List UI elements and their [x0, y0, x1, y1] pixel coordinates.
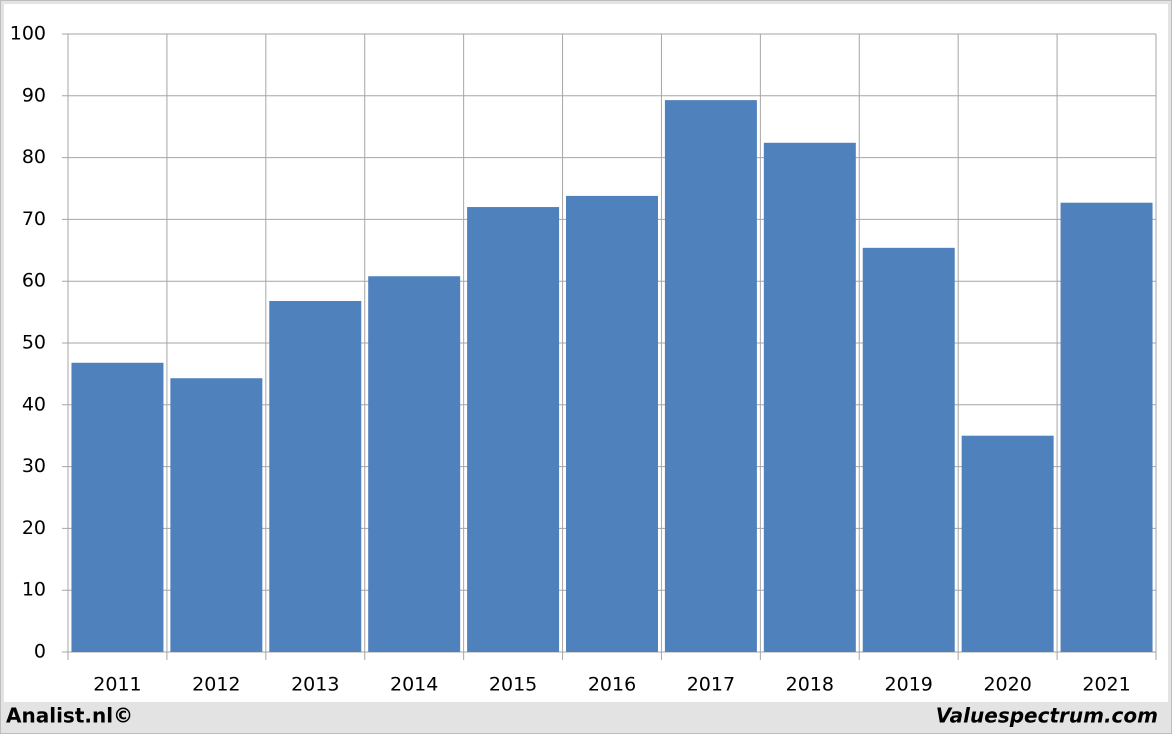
y-tick-label: 40: [22, 393, 46, 415]
x-tick-label: 2011: [93, 674, 141, 696]
y-tick-label: 10: [22, 579, 46, 601]
bar: [467, 207, 560, 653]
x-tick-label: 2012: [192, 674, 240, 696]
y-tick-label: 70: [22, 208, 46, 230]
y-tick-label: 50: [22, 332, 46, 354]
y-tick-label: 100: [10, 23, 46, 45]
x-tick-label: 2020: [983, 674, 1031, 696]
source-left: Analist.nl©: [6, 704, 133, 728]
y-tick-label: 20: [22, 517, 46, 539]
y-tick-label: 90: [22, 84, 46, 106]
bar: [664, 100, 757, 653]
x-tick-label: 2014: [390, 674, 438, 696]
bar: [763, 142, 856, 652]
x-tick-label: 2018: [786, 674, 834, 696]
x-tick-label: 2016: [588, 674, 636, 696]
bar: [368, 276, 461, 652]
source-right: Valuespectrum.com: [936, 704, 1158, 728]
x-tick-label: 2017: [687, 674, 735, 696]
x-tick-label: 2021: [1082, 674, 1130, 696]
bar: [170, 378, 263, 652]
bar: [1060, 202, 1153, 653]
bar: [862, 247, 955, 652]
y-tick-label: 30: [22, 455, 46, 477]
y-tick-label: 80: [22, 146, 46, 168]
y-tick-label: 60: [22, 270, 46, 292]
bar: [269, 300, 362, 652]
bar: [961, 435, 1054, 652]
x-tick-label: 2019: [885, 674, 933, 696]
bar: [566, 195, 658, 652]
bar: [71, 362, 164, 652]
x-tick-label: 2013: [291, 674, 339, 696]
y-tick-label: 0: [34, 641, 46, 663]
x-tick-label: 2015: [489, 674, 537, 696]
